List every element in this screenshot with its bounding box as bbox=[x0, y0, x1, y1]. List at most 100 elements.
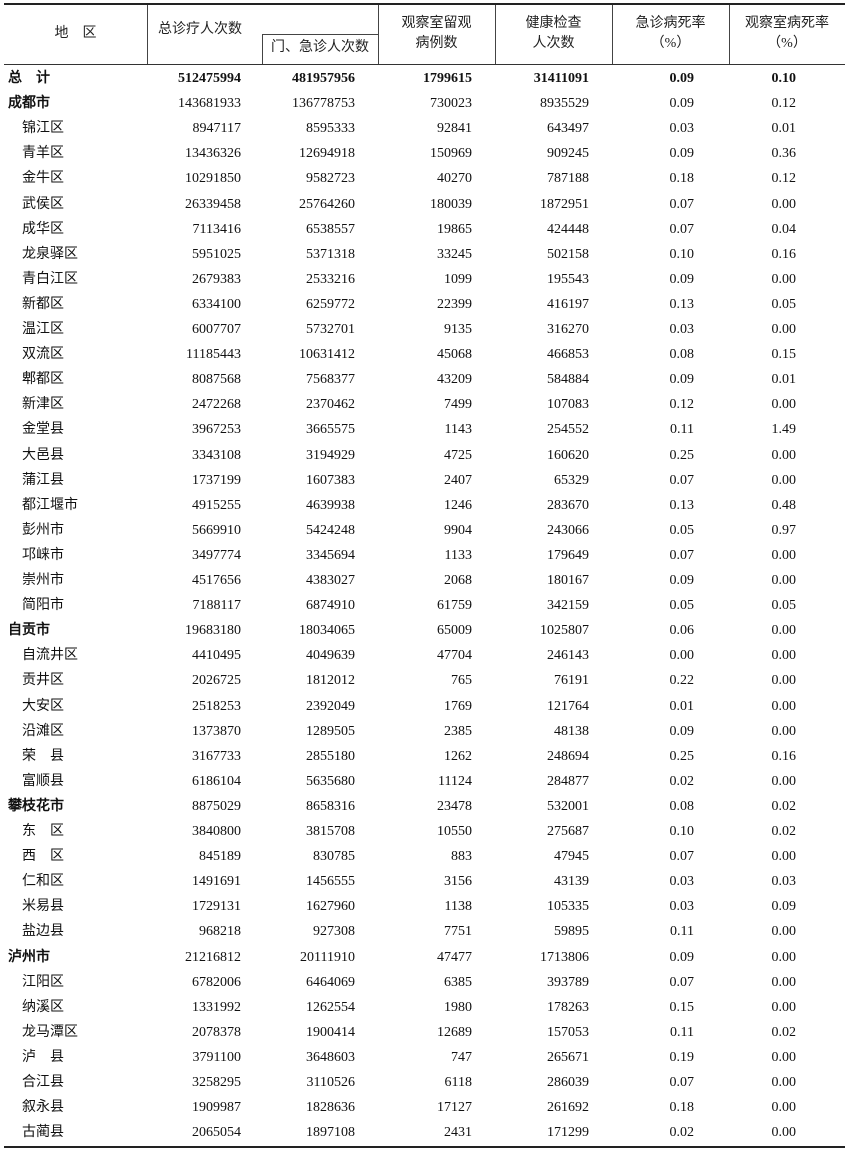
cell-health-check: 43139 bbox=[554, 874, 589, 890]
table-row: 泸州市 21216812 20111910 47477 1713806 0.09 0.00 bbox=[0, 945, 857, 970]
table-row: 青白江区 2679383 2533216 1099 195543 0.09 0.00 bbox=[0, 267, 857, 292]
header-observation-cases: 观察室留观 病例数 bbox=[378, 14, 495, 54]
cell-emergency-mortality: 0.07 bbox=[669, 1075, 695, 1090]
cell-observation-cases: 747 bbox=[451, 1049, 472, 1065]
cell-health-check: 909245 bbox=[547, 146, 589, 162]
row-region-name: 米易县 bbox=[22, 899, 64, 915]
cell-observation-mortality: 0.00 bbox=[771, 773, 797, 789]
row-region-name: 贡井区 bbox=[22, 673, 64, 689]
cell-outpatient-emergency: 1262554 bbox=[306, 999, 355, 1015]
header-emergency-mortality: 急诊病死率 （%） bbox=[612, 14, 729, 54]
row-region-name: 新都区 bbox=[22, 296, 64, 312]
cell-total-visits: 8087568 bbox=[192, 372, 241, 388]
cell-emergency-mortality: 0.07 bbox=[669, 547, 695, 563]
cell-health-check: 393789 bbox=[547, 974, 589, 990]
cell-health-check: 107083 bbox=[547, 397, 589, 413]
cell-observation-mortality: 0.12 bbox=[771, 96, 797, 112]
cell-observation-cases: 40270 bbox=[437, 171, 472, 187]
cell-emergency-mortality: 0.10 bbox=[669, 824, 695, 839]
cell-outpatient-emergency: 1289505 bbox=[306, 723, 355, 739]
row-region-name: 泸 县 bbox=[22, 1049, 64, 1065]
table-row: 东 区 3840800 3815708 10550 275687 0.10 0.02 bbox=[0, 819, 857, 844]
header-divider bbox=[262, 34, 263, 64]
cell-outpatient-emergency: 3345694 bbox=[306, 547, 355, 563]
cell-total-visits: 1331992 bbox=[192, 999, 241, 1015]
cell-observation-cases: 7499 bbox=[444, 397, 472, 413]
header-line: 健康检查 bbox=[525, 16, 582, 31]
cell-total-visits: 2078378 bbox=[192, 1024, 241, 1040]
cell-total-visits: 5669910 bbox=[192, 522, 241, 538]
cell-health-check: 261692 bbox=[547, 1100, 589, 1116]
cell-observation-mortality: 0.05 bbox=[771, 598, 797, 614]
cell-health-check: 275687 bbox=[547, 824, 589, 839]
row-region-name: 都江堰市 bbox=[22, 497, 78, 513]
cell-observation-cases: 92841 bbox=[437, 121, 472, 137]
cell-emergency-mortality: 0.06 bbox=[669, 623, 695, 639]
cell-observation-mortality: 0.00 bbox=[771, 999, 797, 1015]
table-row: 沿滩区 1373870 1289505 2385 48138 0.09 0.00 bbox=[0, 719, 857, 744]
cell-observation-mortality: 0.10 bbox=[771, 71, 797, 86]
row-region-name: 龙马潭区 bbox=[22, 1024, 78, 1040]
cell-total-visits: 1373870 bbox=[192, 723, 241, 739]
cell-observation-mortality: 0.04 bbox=[771, 221, 797, 237]
cell-outpatient-emergency: 2855180 bbox=[306, 748, 355, 764]
cell-outpatient-emergency: 136778753 bbox=[292, 96, 355, 112]
row-region-name: 邛崃市 bbox=[22, 547, 64, 563]
cell-total-visits: 7188117 bbox=[192, 598, 241, 614]
cell-observation-cases: 1262 bbox=[444, 748, 472, 764]
cell-observation-cases: 1133 bbox=[444, 547, 472, 563]
cell-health-check: 502158 bbox=[547, 246, 589, 262]
cell-health-check: 316270 bbox=[547, 322, 589, 337]
cell-outpatient-emergency: 4639938 bbox=[306, 497, 355, 513]
cell-total-visits: 11185443 bbox=[186, 347, 241, 363]
table-row: 西 区 845189 830785 883 47945 0.07 0.00 bbox=[0, 844, 857, 869]
cell-health-check: 424448 bbox=[547, 221, 589, 237]
cell-observation-mortality: 0.00 bbox=[771, 1100, 797, 1116]
cell-emergency-mortality: 0.03 bbox=[669, 322, 695, 337]
cell-emergency-mortality: 0.09 bbox=[669, 949, 695, 965]
cell-observation-cases: 730023 bbox=[430, 96, 472, 112]
cell-observation-cases: 1138 bbox=[444, 899, 472, 915]
header-outpatient-emergency: 门、急诊人次数 bbox=[271, 40, 369, 55]
cell-emergency-mortality: 0.01 bbox=[669, 698, 695, 714]
row-region-name: 盐边县 bbox=[22, 924, 64, 940]
cell-observation-cases: 180039 bbox=[430, 196, 472, 212]
cell-health-check: 246143 bbox=[547, 648, 589, 664]
cell-observation-mortality: 0.00 bbox=[771, 271, 797, 287]
cell-outpatient-emergency: 8658316 bbox=[306, 798, 355, 814]
cell-health-check: 1872951 bbox=[540, 196, 589, 212]
cell-observation-cases: 4725 bbox=[444, 447, 472, 463]
cell-outpatient-emergency: 6259772 bbox=[306, 296, 355, 312]
header-divider bbox=[378, 5, 379, 64]
cell-outpatient-emergency: 1627960 bbox=[306, 899, 355, 915]
cell-observation-mortality: 0.97 bbox=[771, 522, 797, 538]
cell-observation-mortality: 0.05 bbox=[771, 296, 797, 312]
cell-observation-cases: 1246 bbox=[444, 497, 472, 513]
cell-outpatient-emergency: 1897108 bbox=[306, 1125, 355, 1141]
row-region-name: 龙泉驿区 bbox=[22, 246, 78, 262]
cell-health-check: 121764 bbox=[547, 698, 589, 714]
table-row: 合江县 3258295 3110526 6118 286039 0.07 0.00 bbox=[0, 1070, 857, 1095]
cell-observation-cases: 2068 bbox=[444, 573, 472, 588]
cell-outpatient-emergency: 1456555 bbox=[306, 874, 355, 890]
cell-total-visits: 4517656 bbox=[192, 573, 241, 588]
table-row: 都江堰市 4915255 4639938 1246 283670 0.13 0.48 bbox=[0, 493, 857, 518]
cell-outpatient-emergency: 3648603 bbox=[306, 1049, 355, 1065]
row-region-name: 沿滩区 bbox=[22, 723, 64, 739]
row-region-name: 郫都区 bbox=[22, 372, 64, 388]
table-row: 叙永县 1909987 1828636 17127 261692 0.18 0.00 bbox=[0, 1095, 857, 1120]
cell-health-check: 283670 bbox=[547, 497, 589, 513]
row-region-name: 青羊区 bbox=[22, 146, 64, 162]
cell-observation-cases: 883 bbox=[451, 849, 472, 865]
cell-outpatient-emergency: 2392049 bbox=[306, 698, 355, 714]
header-divider bbox=[147, 5, 148, 64]
row-region-name: 叙永县 bbox=[22, 1100, 64, 1116]
row-region-name: 江阳区 bbox=[22, 974, 64, 990]
table-row: 盐边县 968218 927308 7751 59895 0.11 0.00 bbox=[0, 919, 857, 944]
header-line: 人次数 bbox=[532, 36, 575, 51]
cell-outpatient-emergency: 8595333 bbox=[306, 121, 355, 137]
cell-total-visits: 6186104 bbox=[192, 773, 241, 789]
row-region-name: 彭州市 bbox=[22, 522, 64, 538]
header-line: 病例数 bbox=[415, 36, 458, 51]
cell-outpatient-emergency: 6538557 bbox=[306, 221, 355, 237]
